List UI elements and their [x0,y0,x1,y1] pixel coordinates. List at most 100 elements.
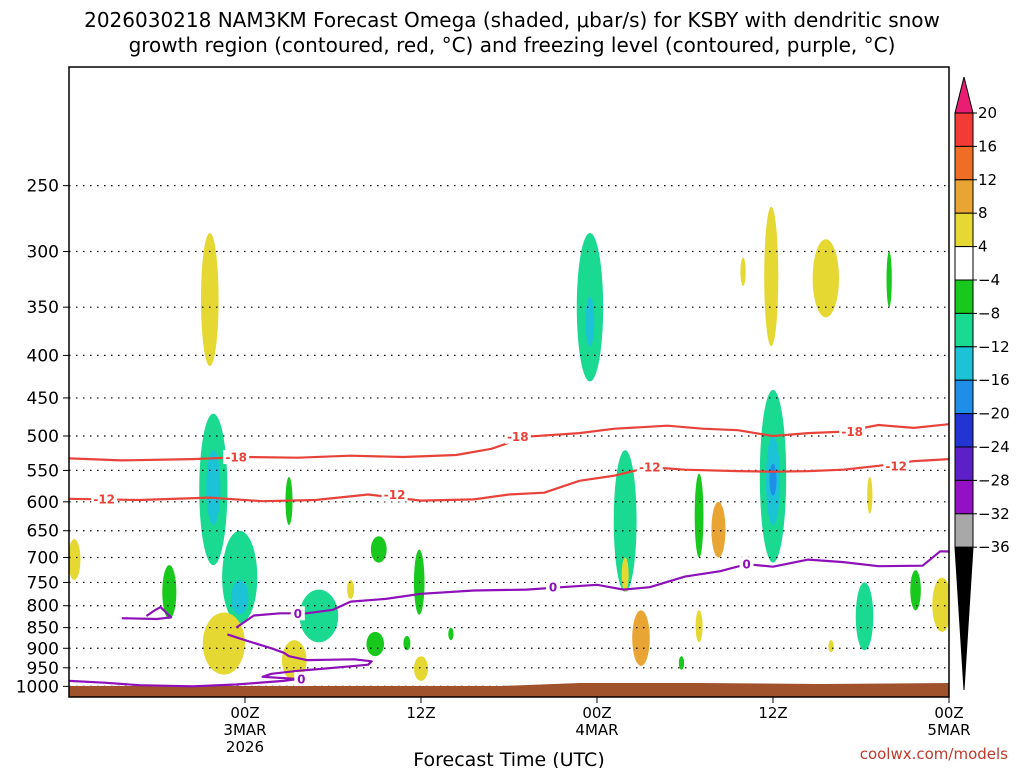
cell-k-neg [403,636,411,651]
colorbar-box-2 [954,179,974,214]
cell-p-neg [613,450,637,592]
credit-text: coolwx.com/models [860,745,1008,763]
colorbar-label-10: −24 [978,438,1010,456]
ground-layer [69,683,949,697]
freezing-level-0c-low-loop [69,633,373,688]
ytick-label-350: 350 [27,298,59,318]
cell-u-pos [695,610,703,643]
cell-t-pos [632,610,650,666]
colorbar-box-11 [954,479,974,515]
chart-title-line-2: growth region (contoured, red, °C) and f… [129,33,896,57]
freezing-level-0c-label-bg-1 [546,580,560,595]
xtick-label-h20-0: 00Z [582,704,611,722]
cell-y-neg-strongest [769,463,777,496]
cell-ac-neg [855,582,874,651]
colorbar-box-3 [954,212,974,248]
cell-h-neg [370,536,387,563]
ytick-label-750: 750 [27,573,59,593]
colorbar-top-arrow [954,76,974,114]
ytick-label-500: 500 [27,427,59,447]
cell-ae-pos [932,577,949,632]
cell-ab-pos [867,476,873,514]
colorbar-box-5 [954,279,974,314]
ytick-label-450: 450 [27,389,59,409]
dgz-top-minus18-label-bg-0 [223,450,250,465]
ytick-label-850: 850 [27,619,59,639]
cell-w-pos [740,257,746,286]
colorbar-label-13: −36 [978,538,1010,556]
colorbar-box-4 [954,246,974,281]
colorbar-box-1 [954,145,974,181]
dgz-top-minus18-label-bg-2 [839,424,866,439]
colorbar-label-9: −20 [978,405,1010,423]
colorbar-box-8 [954,379,974,415]
freezing-level-0c-low-loop-label-0: 0 [297,673,305,687]
colorbar-box-6 [954,312,974,348]
colorbar-label-1: 16 [978,137,997,155]
colorbar-label-6: −8 [978,304,1000,322]
freezing-level-0c-label-2: 0 [742,558,750,572]
colorbar-label-11: −28 [978,471,1010,489]
ytick-label-550: 550 [27,461,59,481]
x-axis-label: Forecast Time (UTC) [413,749,604,768]
xtick-label-h10-0: 12Z [406,704,435,722]
cell-n-pos [347,580,355,599]
freezing-level-0c-label-0: 0 [294,607,302,621]
dgz-bottom-minus12-label-2: -12 [639,461,661,475]
colorbar-label-8: −16 [978,371,1010,389]
cell-aa-neg [886,251,892,308]
cell-q-pos [621,557,629,592]
dgz-bottom-minus12-label-0: -12 [93,492,115,506]
omega-shading-layer [69,206,949,681]
cell-af-pos [828,640,834,653]
ytick-label-650: 650 [27,522,59,542]
ytick-label-400: 400 [27,346,59,366]
cell-d-pos-low [202,612,246,675]
dgz-top-minus18-label-1: -18 [507,430,529,444]
cell-x-pos [764,206,779,347]
ytick-label-800: 800 [27,597,59,617]
xtick-label-h0-0: 00Z [230,704,259,722]
ytick-label-900: 900 [27,639,59,659]
cell-v-neg [678,656,685,670]
colorbar-box-12 [954,513,974,548]
xtick-label-h20-1: 4MAR [575,721,618,739]
chart-title-line-1: 2026030218 NAM3KM Forecast Omega (shaded… [84,8,940,32]
plot-background [69,67,949,697]
xtick-label-h40-0: 00Z [934,704,963,722]
cell-m-pos [413,656,429,681]
cell-b-lower [222,530,258,624]
xtick-label-h0-1: 3MAR [223,721,266,739]
dgz-bottom-minus12-label-1: -12 [384,488,406,502]
ytick-label-300: 300 [27,242,59,262]
xtick-label-h40-1: 5MAR [927,721,970,739]
dgz-bottom-minus12-label-bg-2 [636,460,663,475]
freezing-level-0c-label-bg-0 [290,606,305,621]
cell-z-pos [812,239,839,318]
dgz-bottom-minus12-label-bg-3 [883,458,910,473]
cell-j-neg [366,631,385,657]
y-axis: 2503003504004505005506006507007508008509… [16,177,69,697]
xtick-label-h30-0: 12Z [758,704,787,722]
freezing-level-0c-label-1: 0 [549,581,557,595]
colorbar-label-12: −32 [978,505,1010,523]
freezing-level-0c [235,550,949,629]
cell-b-lower-strong [230,580,249,615]
cell-b-core-strong [206,450,221,526]
colorbar-label-4: 4 [978,238,988,256]
dgz-top-minus18 [69,423,949,462]
colorbar-box-10 [954,446,974,481]
cell-r-neg [694,473,704,558]
cell-o-neg-upper-strong [585,296,595,347]
cell-c-small [162,565,177,620]
ytick-label-950: 950 [27,659,59,679]
colorbar-box-0 [954,112,974,147]
freezing-level-0c-low-loop-label-bg-0 [294,672,309,687]
dgz-top-minus18-label-bg-1 [504,429,531,444]
freezing-level-0c-label-bg-2 [739,557,754,572]
plot-frame [68,66,950,698]
colorbar-box-7 [954,346,974,381]
colorbar-box-9 [954,413,974,448]
contour-labels-layer: -18 -18 -18 -12 -12 -12 -12 0 0 0 0 [91,424,910,687]
